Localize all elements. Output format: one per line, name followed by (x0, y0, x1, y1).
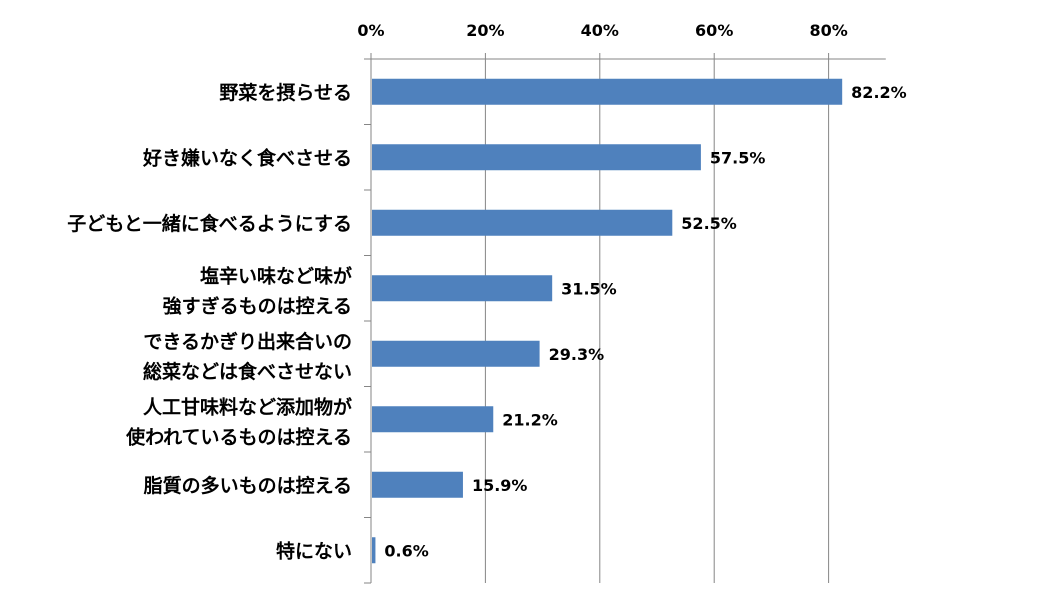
x-tick-label: 80% (809, 21, 847, 40)
x-tick-label: 40% (581, 21, 619, 40)
bar (372, 78, 843, 105)
category-label: 総菜などは食べさせない (143, 360, 352, 383)
data-label: 31.5% (561, 279, 617, 298)
bar (372, 406, 494, 433)
data-label: 21.2% (502, 410, 558, 429)
bar (372, 537, 376, 564)
data-label: 57.5% (710, 148, 766, 167)
category-label: 特にない (276, 540, 352, 562)
category-label: 好き嫌いなく食べさせる (142, 146, 352, 169)
bar (372, 471, 463, 498)
x-tick-label: 20% (466, 21, 504, 40)
category-label: 強すぎるものは控える (163, 294, 352, 317)
bar (372, 209, 673, 236)
x-tick-label: 0% (357, 21, 384, 40)
x-tick-label: 60% (695, 21, 733, 40)
category-label: 脂質の多いものは控える (144, 474, 352, 497)
bar (372, 144, 701, 171)
data-label: 82.2% (851, 83, 907, 102)
category-label: 人工甘味料など添加物が (143, 395, 352, 418)
category-label: 子どもと一緒に食べるようにする (67, 212, 352, 235)
data-label: 52.5% (681, 214, 737, 233)
data-label: 29.3% (549, 345, 605, 364)
category-label: 塩辛い味など味が (200, 264, 352, 287)
bar (372, 275, 553, 302)
data-label: 0.6% (384, 541, 428, 560)
category-label: 野菜を摂らせる (219, 81, 352, 104)
data-label: 15.9% (472, 476, 528, 495)
bar (372, 340, 540, 367)
category-label: 使われているものは控える (125, 425, 352, 448)
category-label: できるかぎり出来合いの (143, 330, 352, 353)
